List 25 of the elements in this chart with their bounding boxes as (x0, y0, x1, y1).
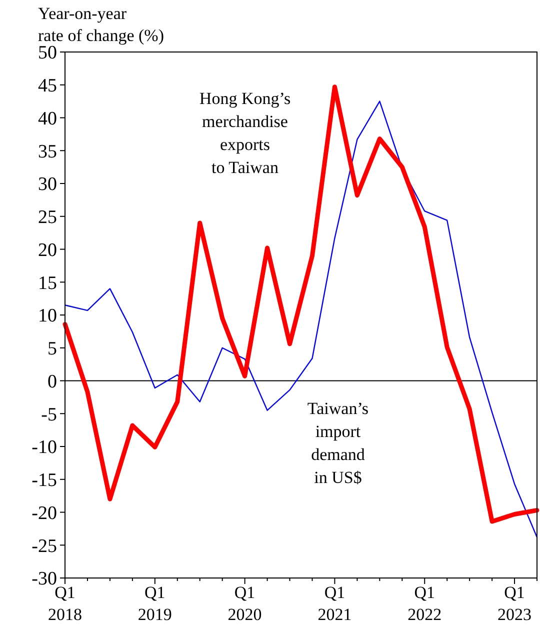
y-tick-label: -30 (32, 568, 57, 590)
y-tick-label: 5 (48, 338, 57, 360)
series-label: Hong Kong’s merchandise exports to Taiwan (199, 89, 291, 177)
y-tick-label: 15 (38, 272, 57, 294)
y-tick-label: 30 (38, 174, 57, 196)
x-tick-label: Q1 2021 (318, 583, 352, 624)
x-tick-label: Q1 2023 (498, 583, 532, 624)
x-tick-label: Q1 2020 (228, 583, 262, 624)
y-tick-label: 0 (48, 371, 57, 392)
series-label: Taiwan’s import demand in US$ (307, 399, 369, 487)
y-tick-label: -20 (32, 502, 57, 524)
y-axis-title: Year-on-year rate of change (%) (38, 4, 164, 45)
x-tick-label: Q1 2019 (138, 583, 172, 624)
x-tick-label: Q1 2022 (408, 583, 442, 624)
y-tick-label: 45 (38, 76, 57, 97)
y-tick-label: 50 (38, 42, 57, 64)
y-tick-label: 10 (38, 306, 57, 327)
y-tick-label: 25 (38, 207, 57, 228)
y-tick-label: -10 (32, 437, 57, 458)
y-tick-label: 20 (38, 240, 57, 261)
y-tick-label: -15 (32, 470, 57, 492)
y-tick-label: 35 (38, 141, 57, 162)
y-tick-label: 40 (38, 108, 57, 130)
y-tick-label: -25 (32, 536, 57, 557)
y-tick-label: -5 (41, 404, 57, 426)
